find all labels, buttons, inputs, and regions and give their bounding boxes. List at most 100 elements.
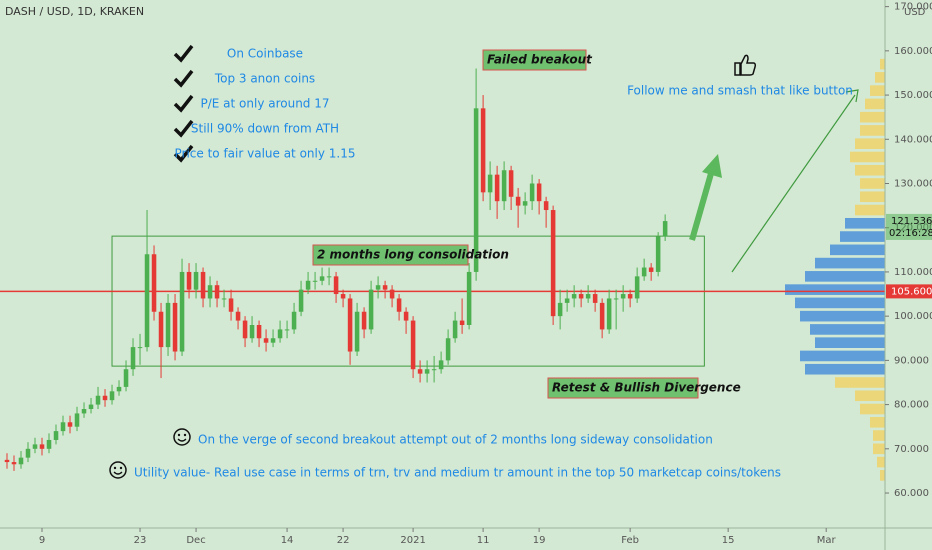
volume-bar xyxy=(873,430,885,441)
candle-body xyxy=(235,311,241,321)
candle-body xyxy=(550,210,556,317)
candle-body xyxy=(445,338,451,361)
annotation: On the verge of second breakout attempt … xyxy=(198,433,713,447)
countdown-label: 02:16:28 xyxy=(889,228,932,239)
label-box xyxy=(482,49,587,71)
volume-bar xyxy=(795,297,885,309)
candle-body xyxy=(543,201,549,211)
candle-body xyxy=(438,360,444,370)
candle-body xyxy=(4,459,10,463)
y-tick-label: 130.000 xyxy=(894,179,932,190)
chart-title: DASH / USD, 1D, KRAKEN xyxy=(5,5,144,18)
checkmark-icon xyxy=(173,144,194,163)
y-tick-label: 170.000 xyxy=(894,2,932,13)
candle-body xyxy=(144,254,150,348)
x-tick-label: 23 xyxy=(134,535,147,546)
volume-bar xyxy=(855,138,885,150)
label-box xyxy=(547,377,699,399)
volume-bar xyxy=(860,403,885,415)
y-axis-label: USD xyxy=(904,7,926,18)
arrowhead xyxy=(845,89,859,103)
candle-body xyxy=(207,285,213,299)
volume-bar xyxy=(855,204,885,216)
candle-body xyxy=(172,302,178,352)
price-label-box xyxy=(886,213,932,240)
candle-body xyxy=(263,338,269,343)
candle-body xyxy=(557,302,563,317)
volume-bar xyxy=(875,72,885,83)
volume-bar xyxy=(865,98,885,110)
candle-body xyxy=(410,320,416,370)
price-label: 105.600 xyxy=(891,286,932,297)
candle-body xyxy=(494,174,500,202)
candle-body xyxy=(403,311,409,321)
candle-body xyxy=(347,298,353,352)
candle-body xyxy=(326,276,332,278)
y-tick-label: 150.000 xyxy=(894,90,932,101)
candle-body xyxy=(137,347,143,349)
volume-bar xyxy=(850,151,885,163)
volume-profile xyxy=(785,58,885,481)
y-tick-label: 90.000 xyxy=(894,355,929,366)
candle-body xyxy=(249,325,255,339)
candle-body xyxy=(116,386,122,392)
volume-bar xyxy=(840,231,885,242)
candle-body xyxy=(53,431,59,440)
candle-body xyxy=(25,448,31,458)
candle-body xyxy=(221,298,227,300)
volume-bar xyxy=(805,363,885,375)
candle-body xyxy=(627,294,633,299)
candle-body xyxy=(214,285,220,299)
volume-bar xyxy=(873,443,885,455)
candle-body xyxy=(11,462,17,465)
candle-body xyxy=(613,298,619,300)
candle-body xyxy=(571,294,577,299)
volume-bar xyxy=(877,456,885,468)
arrow xyxy=(731,94,856,273)
volume-bar xyxy=(835,377,885,388)
candle-body xyxy=(270,338,276,343)
x-tick-label: Feb xyxy=(621,535,639,546)
checklist-item: Price to fair value at only 1.15 xyxy=(175,147,356,161)
candle-body xyxy=(228,298,234,312)
candle-body xyxy=(473,108,479,272)
candle-body xyxy=(578,294,584,299)
candle-body xyxy=(200,271,206,299)
volume-bar xyxy=(815,337,885,348)
candle-body xyxy=(354,311,360,352)
x-tick-label: 22 xyxy=(337,535,350,546)
volume-bar xyxy=(810,324,885,335)
candle-body xyxy=(88,404,94,410)
annotation: Retest & Bullish Divergence xyxy=(552,381,741,395)
candle-body xyxy=(291,311,297,330)
candle-body xyxy=(424,369,430,374)
candle-body xyxy=(620,294,626,299)
candle-body xyxy=(165,302,171,348)
candle-body xyxy=(151,254,157,312)
candle-body xyxy=(256,325,262,339)
candle-body xyxy=(466,271,472,325)
candle-body xyxy=(74,413,80,427)
checklist-item: P/E at only around 17 xyxy=(200,97,329,111)
y-tick-label: 70.000 xyxy=(894,444,929,455)
x-tick-label: Dec xyxy=(186,535,205,546)
checkmark-icon xyxy=(173,44,194,63)
candle-body xyxy=(431,369,437,371)
candle-body xyxy=(375,285,381,290)
candle-body xyxy=(242,320,248,339)
x-tick-label: 11 xyxy=(477,535,490,546)
y-tick-label: 140.000 xyxy=(894,134,932,145)
smiley-icon xyxy=(109,461,127,479)
candle-body xyxy=(333,276,339,295)
candle-body xyxy=(508,170,514,197)
candle-body xyxy=(529,183,535,202)
candle-body xyxy=(130,347,136,370)
x-tick-label: 14 xyxy=(281,535,294,546)
candle-body xyxy=(312,280,318,282)
candle-body xyxy=(382,285,388,290)
volume-bar xyxy=(805,271,885,282)
overlay: Failed breakout 2 months long consolidat… xyxy=(5,5,926,480)
y-tick-label: 100.000 xyxy=(894,311,932,322)
candle-body xyxy=(193,271,199,290)
volume-bar xyxy=(860,125,885,136)
